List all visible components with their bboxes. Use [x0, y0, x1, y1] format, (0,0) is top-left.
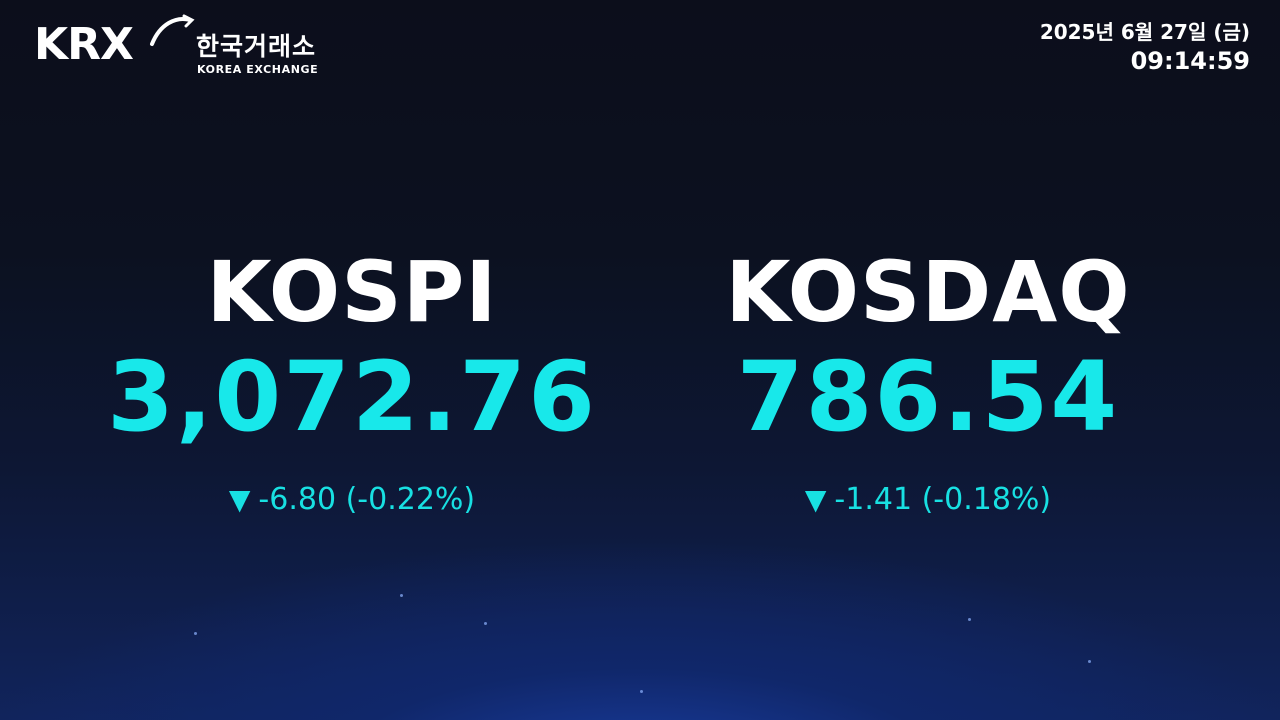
logo-english-name: KOREA EXCHANGE [197, 63, 319, 76]
background-sparkle [640, 690, 643, 693]
krx-logo-mark: KRX [34, 19, 134, 70]
kospi-panel: KOSPI 3,072.76 ▼ -6.80 (-0.22%) [92, 242, 612, 520]
index-change: ▼ -1.41 (-0.18%) [668, 480, 1188, 520]
index-name: KOSDAQ [725, 243, 1131, 341]
index-value: 3,072.76 [107, 341, 597, 453]
background-sparkle [484, 622, 487, 625]
logo-korean-name: 한국거래소 [196, 32, 317, 61]
down-triangle-icon: ▼ [228, 483, 251, 516]
down-triangle-icon: ▼ [804, 483, 827, 516]
background-sparkle [194, 632, 197, 635]
time-text: 09:14:59 [1130, 47, 1250, 75]
background-sparkle [400, 594, 403, 597]
background-sparkle [968, 618, 971, 621]
datetime-display: 2025년 6월 27일 (금) 09:14:59 [1040, 18, 1250, 76]
index-value: 786.54 [736, 341, 1120, 453]
change-text: -1.41 (-0.18%) [834, 482, 1052, 517]
index-name: KOSPI [206, 243, 498, 341]
date-text: 2025년 6월 27일 (금) [1039, 20, 1250, 44]
kosdaq-panel: KOSDAQ 786.54 ▼ -1.41 (-0.18%) [668, 242, 1188, 520]
krx-logo: KRX 한국거래소 KOREA EXCHANGE [34, 14, 334, 84]
logo-swoosh-icon [150, 14, 195, 46]
change-text: -6.80 (-0.22%) [258, 482, 476, 517]
background-sparkle [1088, 660, 1091, 663]
index-change: ▼ -6.80 (-0.22%) [92, 480, 612, 520]
